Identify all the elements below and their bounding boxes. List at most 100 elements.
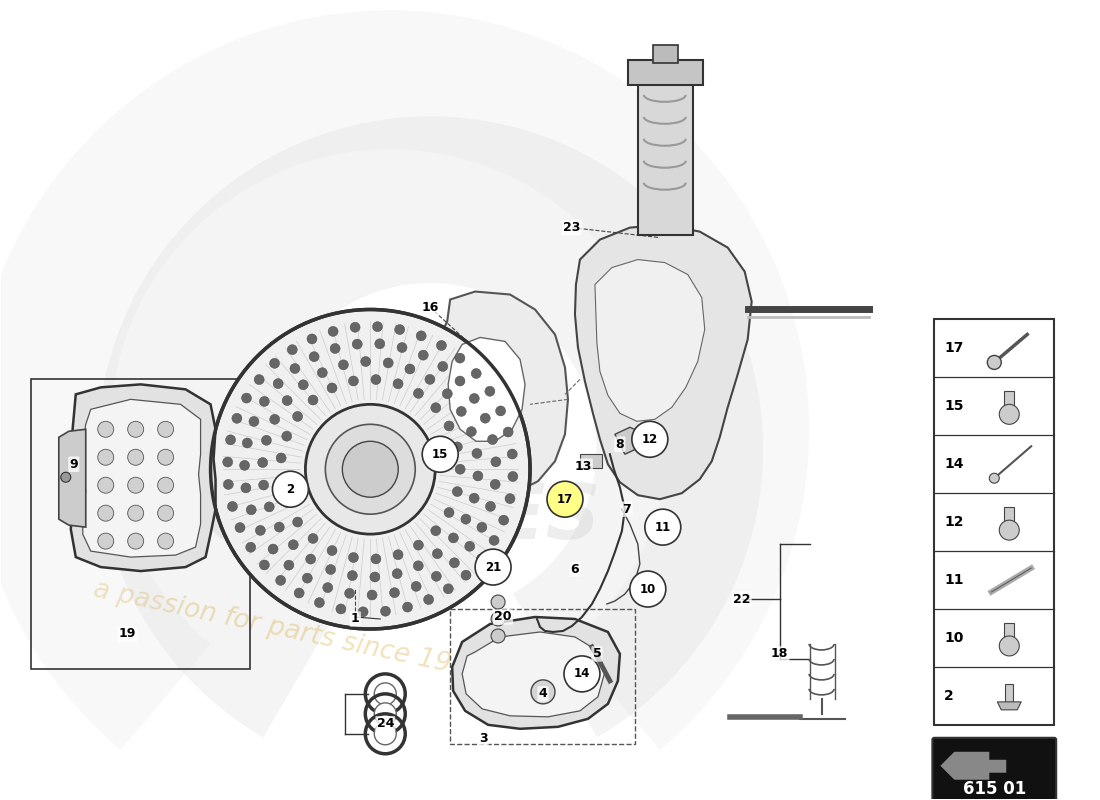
Circle shape: [989, 474, 999, 483]
Polygon shape: [462, 632, 605, 717]
Circle shape: [327, 383, 337, 393]
Circle shape: [284, 560, 294, 570]
Circle shape: [411, 582, 421, 591]
Circle shape: [157, 422, 174, 438]
Bar: [1004, 391, 1014, 410]
Circle shape: [228, 502, 238, 511]
Circle shape: [443, 584, 453, 594]
Circle shape: [157, 533, 174, 549]
Bar: [580, 454, 602, 468]
Circle shape: [342, 442, 398, 497]
Circle shape: [128, 505, 144, 521]
Polygon shape: [58, 430, 86, 527]
Text: 2: 2: [945, 689, 954, 703]
Circle shape: [307, 334, 317, 344]
Circle shape: [245, 542, 255, 552]
Circle shape: [547, 482, 583, 517]
Text: 6: 6: [571, 562, 580, 575]
Circle shape: [98, 533, 113, 549]
Circle shape: [374, 703, 396, 725]
Circle shape: [241, 483, 251, 493]
Polygon shape: [70, 384, 216, 571]
Circle shape: [414, 388, 424, 398]
Circle shape: [282, 431, 292, 441]
Polygon shape: [575, 225, 751, 499]
Circle shape: [348, 570, 358, 581]
Circle shape: [308, 395, 318, 405]
Circle shape: [491, 595, 505, 609]
Text: 7: 7: [623, 502, 631, 516]
Text: 8: 8: [616, 438, 624, 450]
Text: 17: 17: [945, 342, 964, 355]
Circle shape: [273, 378, 283, 389]
Circle shape: [442, 389, 452, 398]
Circle shape: [475, 549, 512, 585]
Circle shape: [455, 376, 465, 386]
Circle shape: [397, 342, 407, 353]
Circle shape: [210, 310, 530, 629]
Circle shape: [476, 554, 486, 564]
Polygon shape: [448, 338, 525, 442]
Circle shape: [128, 422, 144, 438]
Text: 17: 17: [557, 493, 573, 506]
Circle shape: [531, 680, 556, 704]
Polygon shape: [428, 291, 568, 494]
Circle shape: [461, 570, 471, 580]
Text: a passion for parts since 1985: a passion for parts since 1985: [90, 577, 486, 685]
Circle shape: [317, 368, 328, 378]
Circle shape: [371, 554, 381, 564]
Bar: [31, 379, 251, 669]
Circle shape: [496, 406, 506, 416]
Circle shape: [491, 629, 505, 643]
Circle shape: [999, 520, 1020, 540]
Text: 14: 14: [574, 667, 590, 681]
Circle shape: [487, 434, 497, 445]
Text: 11: 11: [654, 521, 671, 534]
Circle shape: [223, 479, 233, 490]
Circle shape: [466, 426, 476, 437]
Circle shape: [431, 571, 441, 582]
Circle shape: [339, 360, 349, 370]
Bar: [1004, 507, 1014, 525]
Circle shape: [450, 558, 460, 568]
Circle shape: [328, 326, 338, 336]
Bar: [450, 609, 635, 744]
Bar: [628, 60, 703, 85]
Circle shape: [309, 352, 319, 362]
Circle shape: [327, 546, 337, 555]
Circle shape: [491, 457, 501, 467]
Circle shape: [508, 471, 518, 482]
Text: 14: 14: [945, 458, 964, 471]
Circle shape: [461, 514, 471, 524]
Circle shape: [374, 723, 396, 745]
Circle shape: [322, 582, 333, 593]
Text: 21: 21: [485, 561, 502, 574]
Circle shape: [491, 612, 505, 626]
Circle shape: [395, 325, 405, 334]
Circle shape: [498, 515, 508, 525]
Circle shape: [306, 404, 436, 534]
Text: 13: 13: [574, 460, 592, 473]
Text: 12: 12: [641, 433, 658, 446]
Circle shape: [246, 505, 256, 514]
Text: 15: 15: [945, 399, 964, 414]
Text: 22: 22: [733, 593, 750, 606]
Circle shape: [282, 498, 292, 507]
Circle shape: [352, 339, 362, 349]
Circle shape: [326, 424, 415, 514]
Circle shape: [349, 376, 359, 386]
Circle shape: [326, 565, 336, 574]
Circle shape: [485, 502, 495, 511]
Circle shape: [287, 345, 297, 354]
Circle shape: [373, 322, 383, 332]
Circle shape: [273, 471, 308, 507]
Text: 2: 2: [286, 482, 295, 496]
Text: 16: 16: [421, 301, 439, 314]
Circle shape: [222, 457, 233, 467]
Circle shape: [264, 502, 274, 512]
Text: 9: 9: [69, 458, 78, 470]
Circle shape: [350, 322, 360, 332]
Circle shape: [268, 544, 278, 554]
Circle shape: [315, 598, 324, 608]
Circle shape: [431, 526, 441, 536]
